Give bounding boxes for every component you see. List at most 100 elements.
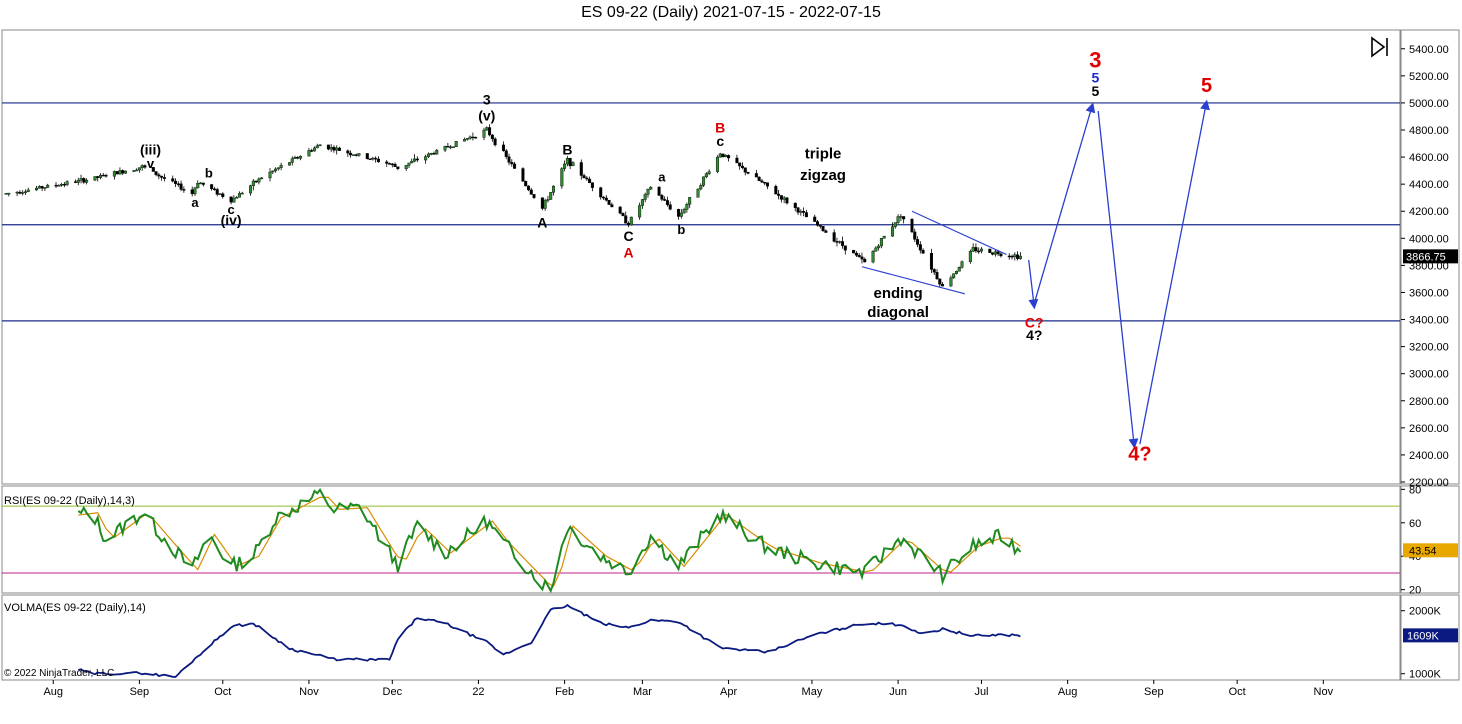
candle-down — [190, 189, 194, 195]
price-tick-label: 5000.00 — [1409, 98, 1449, 110]
candle-up — [629, 216, 633, 226]
candle-down — [624, 215, 628, 224]
candle-down — [777, 193, 781, 196]
candle-up — [193, 187, 197, 195]
candle-up — [896, 216, 900, 223]
candle-up — [98, 174, 102, 178]
candle-down — [176, 183, 180, 185]
price-tick-label: 4000.00 — [1409, 233, 1449, 245]
candle-up — [196, 183, 200, 189]
candle-up — [952, 273, 956, 279]
candle-up — [35, 187, 39, 191]
candle-down — [938, 278, 942, 285]
candle-down — [388, 163, 392, 165]
candle-down — [568, 158, 572, 167]
candle-up — [696, 188, 700, 198]
candle-up — [276, 167, 280, 170]
candle-up — [718, 153, 722, 158]
candle-down — [390, 163, 394, 166]
candle-up — [435, 149, 439, 155]
candle-up — [482, 129, 486, 138]
candle-up — [93, 176, 97, 181]
candle-up — [877, 245, 881, 249]
candle-up — [426, 153, 430, 157]
candle-up — [546, 199, 550, 201]
candle-down — [296, 157, 300, 159]
time-tick-label: Oct — [1229, 686, 1246, 698]
time-tick-label: Nov — [1314, 686, 1334, 698]
candle-down — [843, 245, 847, 251]
candle-down — [337, 147, 341, 151]
axis-frame — [1400, 485, 1460, 594]
candle-up — [4, 193, 8, 195]
candle-up — [724, 155, 728, 157]
candle-up — [971, 247, 975, 252]
candle-down — [796, 207, 800, 213]
candle-up — [879, 238, 883, 247]
wave-label: ending — [874, 285, 923, 302]
price-tick-label: 2800.00 — [1409, 396, 1449, 408]
candle-down — [668, 204, 672, 210]
axis-frame — [1400, 29, 1460, 485]
candle-down — [857, 255, 861, 258]
price-tick-label: 5200.00 — [1409, 71, 1449, 83]
candle-up — [140, 165, 144, 168]
candle-down — [526, 185, 530, 191]
candle-down — [604, 197, 608, 201]
candle-down — [374, 157, 378, 160]
candle-up — [649, 187, 653, 190]
candle-up — [76, 179, 80, 183]
candle-down — [210, 184, 214, 190]
candle-up — [260, 177, 264, 180]
candle-up — [551, 185, 555, 193]
candle-down — [510, 162, 514, 165]
candle-down — [818, 225, 822, 227]
time-tick-label: Nov — [299, 686, 319, 698]
candle-up — [443, 146, 447, 151]
candle-down — [660, 195, 664, 200]
rsi-line — [77, 487, 1022, 594]
candle-down — [1007, 255, 1011, 258]
candle-down — [663, 199, 667, 201]
wave-label: v — [147, 156, 155, 171]
volma-tick-label: 1000K — [1409, 669, 1441, 681]
candle-up — [251, 180, 255, 186]
wave-label: C — [623, 228, 633, 244]
wave-label: 5 — [1201, 75, 1212, 97]
candle-up — [315, 145, 319, 149]
candle-down — [760, 180, 764, 183]
candle-down — [101, 174, 105, 177]
chart-mode-toggle-icon[interactable] — [1371, 36, 1388, 58]
candle-down — [368, 158, 372, 160]
candle-down — [932, 269, 936, 273]
time-tick-label: Sep — [1144, 686, 1164, 698]
candle-up — [112, 171, 116, 177]
candle-down — [521, 168, 525, 182]
wave-label: 5 — [1092, 70, 1100, 86]
candle-down — [618, 206, 622, 214]
projection-arrow — [1097, 110, 1139, 449]
candle-down — [765, 182, 769, 187]
candle-up — [60, 184, 64, 186]
wave-label: B — [715, 120, 725, 136]
wave-label: A — [623, 244, 633, 260]
candle-down — [365, 153, 369, 159]
time-tick-label: Jun — [889, 686, 907, 698]
candle-up — [249, 185, 253, 194]
candle-down — [162, 177, 166, 179]
price-tick-label: 2600.00 — [1409, 423, 1449, 435]
candle-up — [137, 167, 141, 171]
candle-down — [501, 144, 505, 151]
time-tick-label: May — [802, 686, 823, 698]
candle-up — [704, 173, 708, 178]
candle-down — [835, 241, 839, 243]
candle-up — [871, 250, 875, 263]
candle-down — [785, 197, 789, 204]
candle-down — [415, 158, 419, 161]
candle-down — [507, 156, 511, 163]
candle-up — [240, 192, 244, 195]
price-tick-label: 2200.00 — [1409, 477, 1449, 489]
candle-down — [974, 247, 978, 252]
candle-down — [474, 136, 478, 139]
